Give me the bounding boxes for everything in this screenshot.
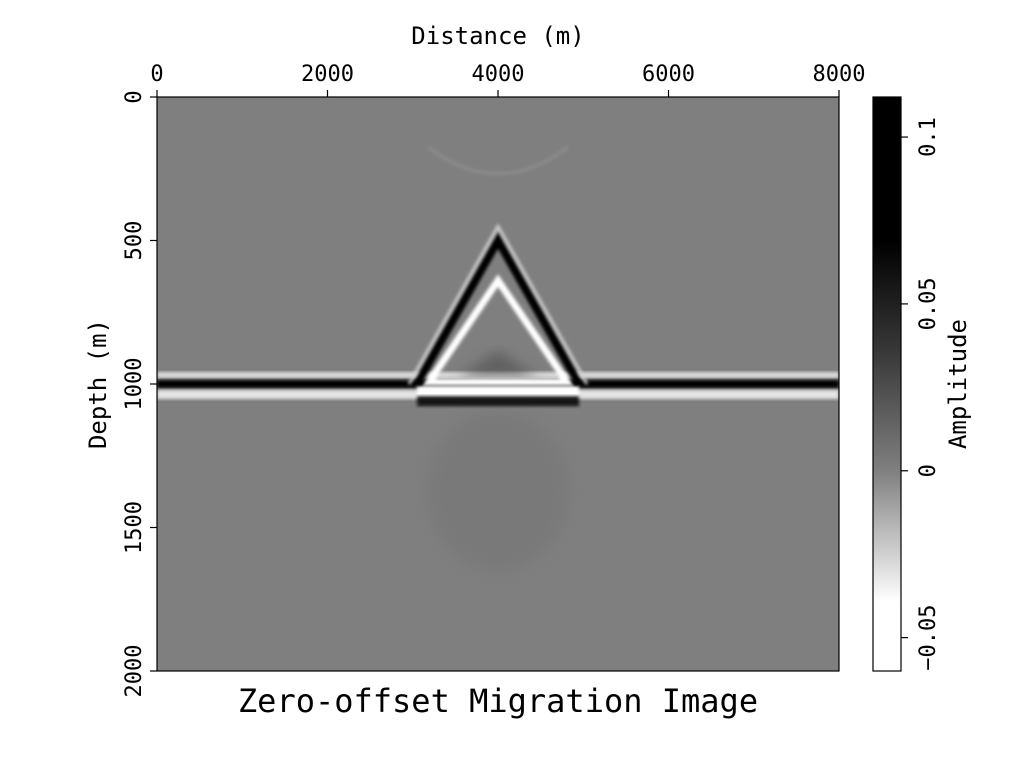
- y-tick-label: 500: [122, 221, 147, 261]
- x-tick-label: 6000: [642, 62, 695, 87]
- x-axis-title: Distance (m): [411, 22, 584, 50]
- x-tick-label: 0: [150, 62, 163, 87]
- colorbar-tick-label: 0.1: [916, 117, 941, 157]
- triangle-inner-white-edge: [422, 274, 574, 386]
- colorbar-title: Amplitude: [944, 319, 972, 449]
- colorbar-tick-label: 0.05: [916, 277, 941, 330]
- diffraction-shadow: [428, 411, 568, 572]
- y-tick-label: 1500: [122, 501, 147, 554]
- y-axis-ticks: 0 500 1000 1500 2000: [122, 90, 157, 697]
- migration-image: [157, 107, 839, 572]
- chart-title: Zero-offset Migration Image: [238, 682, 758, 720]
- colorbar-ticks: −0.05 0 0.05 0.1: [901, 117, 941, 671]
- x-axis-ticks: 0 2000 4000 6000 8000: [150, 62, 865, 97]
- y-tick-label: 2000: [122, 645, 147, 698]
- x-tick-label: 4000: [472, 62, 525, 87]
- x-tick-label: 2000: [301, 62, 354, 87]
- y-tick-label: 1000: [122, 358, 147, 411]
- base-dark-band: [417, 396, 579, 407]
- y-tick-label: 0: [122, 90, 147, 103]
- y-axis-title: Depth (m): [84, 319, 112, 449]
- triangle-outer-halo: [407, 223, 589, 385]
- colorbar-tick-label: −0.05: [916, 605, 941, 671]
- triangle-edges: [413, 232, 583, 386]
- colorbar: [872, 96, 902, 672]
- x-tick-label: 8000: [813, 62, 866, 87]
- base-white-band: [417, 386, 579, 398]
- triangle-interior-shading: [457, 350, 539, 378]
- colorbar-tick-label: 0: [916, 464, 941, 477]
